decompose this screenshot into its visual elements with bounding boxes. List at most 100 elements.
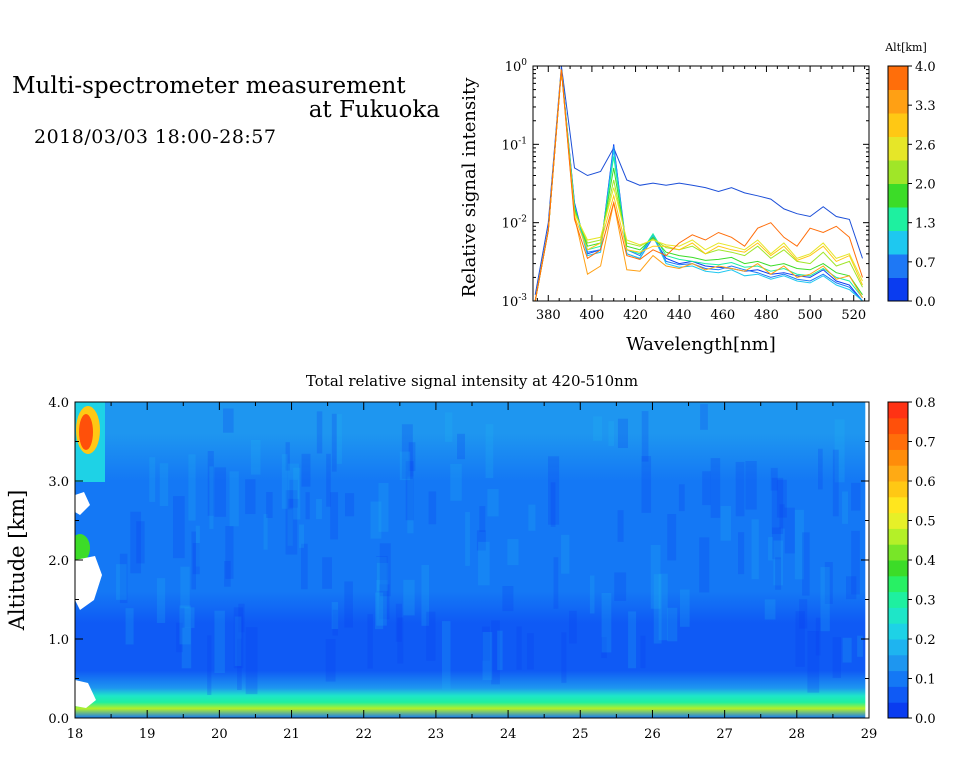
heatmap-texture [119,553,128,604]
heatmap-texture [408,442,416,472]
heatmap-texture [316,498,322,520]
spectrum-x-tick-label: 460 [710,308,735,323]
heatmap-texture [421,564,430,626]
heatmap-texture [367,614,373,669]
heatmap-texture [159,463,169,507]
heatmap-texture [678,484,685,512]
heatmap-texture [125,608,134,645]
heatmap-y-tick-label: 4.0 [48,396,69,411]
heatmap-texture [173,496,185,559]
heatmap-texture [331,602,339,630]
heatmap-texture [802,532,810,596]
heatmap-texture [485,424,494,479]
colorbar-swatch [888,481,908,498]
heatmap-texture [326,453,331,507]
heatmap-x-tick-label: 26 [644,727,661,742]
heatmap-texture [772,527,781,560]
heatmap-texture [773,540,784,586]
heatmap-texture [344,581,353,628]
heatmap-texture [658,573,668,641]
heatmap-texture [325,638,336,682]
figure-title: Multi-spectrometer measurement at Fukuok… [12,74,440,122]
colorbar-tick-label: 0.8 [915,396,936,411]
alt-legend-label: 3.3 [915,99,936,114]
heatmap-texture [735,461,745,517]
alt-legend-title: Alt[km] [884,41,927,54]
heatmap-texture [331,413,337,472]
spectrum-y-tick-label: 100 [505,58,528,75]
spectrum-y-tick-label: 10-2 [502,215,527,232]
heatmap-texture [561,632,567,683]
heatmap-x-tick-label: 21 [283,727,300,742]
heatmap-texture [641,411,649,462]
heatmap-texture [846,576,857,600]
heatmap-texture [457,433,466,460]
heatmap-texture [667,514,677,561]
heatmap-texture [195,525,200,567]
colorbar-swatch [888,670,908,687]
heatmap-texture [738,532,745,575]
heatmap-texture [550,482,556,527]
heatmap-texture [679,589,690,627]
heatmap-gradient [75,402,866,718]
heatmap-texture [479,506,486,532]
spectrum-y-axis-label: Relative signal intensity [459,77,480,298]
heatmap-texture [776,479,787,518]
spectrum-x-tick-label: 440 [667,308,692,323]
heatmap-x-tick-label: 19 [139,727,156,742]
heatmap-texture [526,633,534,670]
alt-legend-swatch [888,254,908,278]
heatmap-texture [784,507,795,554]
colorbar-swatch [888,654,908,672]
spectrum-series-1 [534,69,863,301]
heatmap-missing-data [75,556,102,610]
heatmap-hot-spot [75,534,90,562]
spectrum-y-tick-label: 10-1 [502,136,527,153]
colorbar-swatch [888,544,908,561]
colorbar-tick-label: 0.3 [915,594,936,609]
alt-legend-swatch [888,136,908,161]
heatmap-texture [507,539,519,566]
heatmap-texture [601,637,607,659]
heatmap-x-tick-label: 28 [789,727,806,742]
heatmap-texture [593,416,603,441]
heatmap-texture [263,513,268,550]
heatmap-texture [751,519,759,580]
heatmap-texture [237,638,242,690]
heatmap-texture [617,418,628,448]
alt-legend-swatch [888,207,908,231]
heatmap-texture [245,479,256,515]
alt-legend-swatch [888,113,908,137]
colorbar-tick-label: 0.7 [915,436,936,451]
spectrum-series-3 [534,69,863,301]
spectrum-series-9 [534,69,863,301]
heatmap-y-tick-label: 3.0 [48,475,69,490]
colorbar-tick-label: 0.2 [915,633,936,648]
heatmap-texture [795,611,805,667]
colorbar-swatch [888,702,908,719]
heatmap-texture [181,627,192,669]
alt-legend-label: 1.3 [915,217,936,232]
heatmap-texture [832,637,841,679]
heatmap-texture [699,537,710,593]
colorbar-swatch [888,591,908,608]
heatmap-texture [528,504,536,531]
heatmap-x-tick-label: 29 [861,727,878,742]
colorbar-tick-label: 0.6 [915,475,936,490]
heatmap-texture [336,414,342,464]
colorbar-swatch [888,417,908,435]
spectrum-x-axis-label: Wavelength[nm] [626,334,776,355]
heatmap-texture [444,412,453,442]
heatmap-texture [287,509,293,546]
spectrum-x-tick-label: 480 [754,308,779,323]
title-line-1: Multi-spectrometer measurement [12,73,406,99]
heatmap-hot-region [75,402,105,708]
heatmap-x-tick-label: 24 [500,727,517,742]
heatmap-texture [285,490,298,555]
heatmap-texture [405,461,414,521]
heatmap-texture [653,574,662,644]
heatmap-texture [250,439,261,475]
heatmap-texture [497,630,503,671]
heatmap-x-tick-label: 23 [428,727,445,742]
